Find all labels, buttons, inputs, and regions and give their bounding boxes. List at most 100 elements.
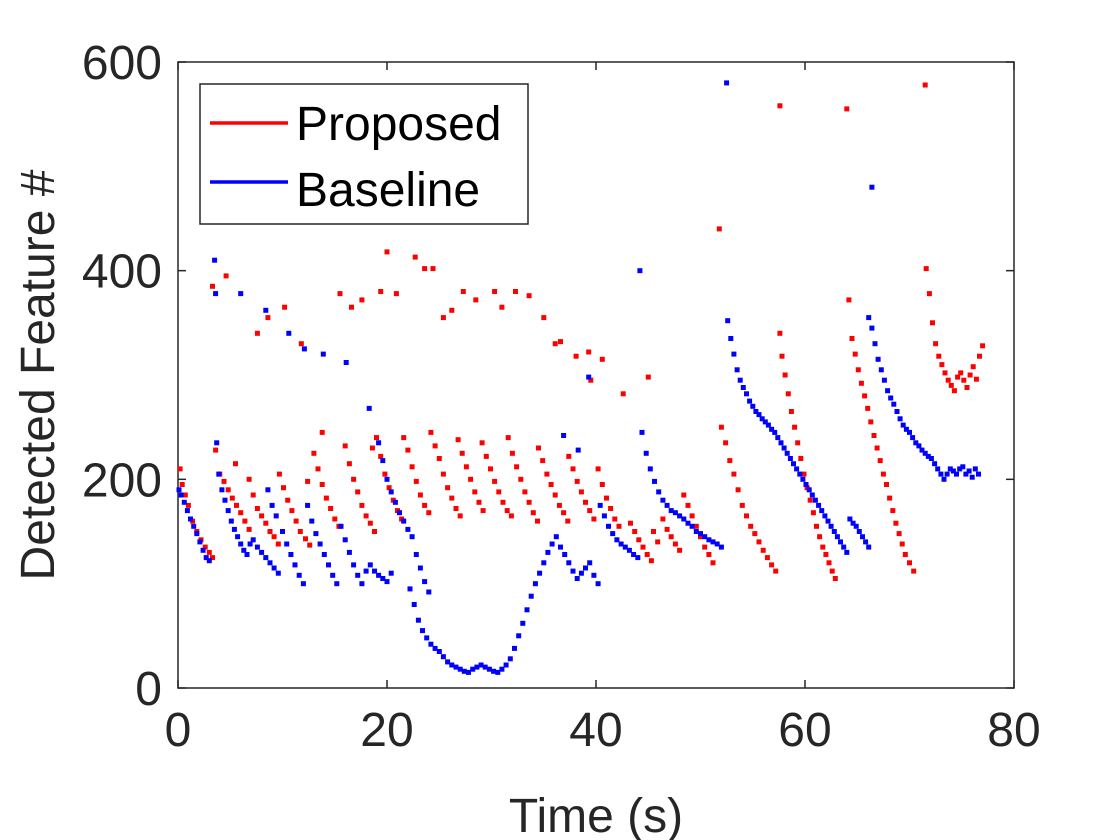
point-proposed-55 <box>355 489 361 495</box>
point-baseline-0 <box>176 487 182 493</box>
point-baseline-152 <box>681 516 687 522</box>
point-baseline-172 <box>753 409 759 414</box>
point-proposed-240 <box>951 388 957 394</box>
point-proposed-149 <box>616 523 622 529</box>
point-baseline-8 <box>200 547 206 553</box>
point-baseline-128 <box>586 374 592 380</box>
point-baseline-229 <box>925 453 931 459</box>
point-proposed-137 <box>583 499 588 505</box>
point-proposed-242 <box>958 370 964 376</box>
point-proposed-175 <box>723 440 729 446</box>
point-baseline-219 <box>894 409 900 414</box>
point-baseline-207 <box>863 539 869 545</box>
point-baseline-120 <box>566 560 572 566</box>
point-baseline-89 <box>436 649 442 654</box>
point-baseline-216 <box>885 388 891 394</box>
point-baseline-12 <box>213 291 219 297</box>
point-baseline-150 <box>672 510 678 516</box>
point-proposed-21 <box>233 461 238 467</box>
point-baseline-144 <box>647 466 653 472</box>
point-baseline-112 <box>532 581 538 587</box>
point-baseline-84 <box>415 617 421 623</box>
point-proposed-83 <box>432 443 438 449</box>
point-proposed-19 <box>246 526 252 532</box>
y-tick-label-0: 0 <box>135 663 162 716</box>
point-proposed-75 <box>409 464 415 470</box>
point-baseline-82 <box>407 586 413 592</box>
point-proposed-95 <box>463 464 469 470</box>
point-baseline-15 <box>219 487 225 493</box>
point-proposed-46 <box>323 495 329 501</box>
point-baseline-17 <box>225 508 231 514</box>
point-proposed-220 <box>880 471 886 477</box>
point-proposed-102 <box>479 440 485 446</box>
point-baseline-5 <box>191 523 197 529</box>
point-proposed-147 <box>608 506 614 511</box>
point-proposed-219 <box>877 458 883 464</box>
point-proposed-171 <box>706 552 712 557</box>
point-proposed-16 <box>234 502 239 508</box>
point-proposed-33 <box>281 485 286 491</box>
point-baseline-166 <box>734 367 740 373</box>
x-tick-label-2: 40 <box>569 704 622 757</box>
point-proposed-212 <box>855 367 861 373</box>
point-proposed-60 <box>349 304 354 310</box>
point-proposed-32 <box>276 471 282 477</box>
point-baseline-189 <box>806 487 812 493</box>
point-proposed-39 <box>307 542 313 548</box>
point-proposed-213 <box>858 380 864 386</box>
legend: Proposed Baseline <box>199 83 529 225</box>
point-proposed-207 <box>777 103 783 109</box>
point-proposed-114 <box>514 464 520 470</box>
x-tick-label-0: 0 <box>165 704 192 757</box>
legend-box <box>199 83 529 225</box>
point-proposed-93 <box>455 437 461 443</box>
point-proposed-89 <box>457 513 463 519</box>
y-tick-label-2: 400 <box>82 246 162 299</box>
point-proposed-120 <box>513 289 518 294</box>
point-baseline-69 <box>376 440 382 446</box>
point-proposed-141 <box>586 349 592 355</box>
point-baseline-50 <box>313 531 319 537</box>
point-proposed-90 <box>430 266 436 272</box>
point-baseline-51 <box>317 541 323 547</box>
point-proposed-13 <box>221 478 227 484</box>
point-proposed-98 <box>476 499 482 505</box>
point-baseline-43 <box>284 541 290 547</box>
point-baseline-199 <box>838 539 843 545</box>
point-baseline-155 <box>693 529 699 534</box>
point-proposed-145 <box>599 482 605 487</box>
point-baseline-99 <box>478 662 484 668</box>
point-baseline-9 <box>203 555 209 561</box>
point-proposed-79 <box>426 510 432 516</box>
point-baseline-135 <box>610 531 616 537</box>
point-proposed-226 <box>899 541 905 547</box>
point-baseline-29 <box>267 560 273 566</box>
point-proposed-161 <box>664 526 670 532</box>
point-baseline-28 <box>263 555 269 561</box>
point-proposed-139 <box>591 516 597 522</box>
point-baseline-127 <box>595 581 601 587</box>
point-proposed-154 <box>640 544 646 550</box>
point-baseline-123 <box>578 570 584 576</box>
point-baseline-203 <box>850 520 856 526</box>
point-baseline-215 <box>881 377 887 383</box>
point-baseline-10 <box>206 558 212 564</box>
point-proposed-189 <box>779 353 785 359</box>
point-proposed-188 <box>777 330 783 336</box>
point-baseline-118 <box>558 544 563 550</box>
point-proposed-202 <box>820 544 826 550</box>
point-proposed-115 <box>518 476 524 482</box>
point-baseline-78 <box>413 552 419 557</box>
point-proposed-167 <box>689 513 695 519</box>
point-proposed-105 <box>492 478 498 484</box>
point-proposed-124 <box>544 471 550 477</box>
point-baseline-52 <box>321 552 327 557</box>
point-proposed-133 <box>566 453 572 459</box>
point-baseline-179 <box>775 435 781 441</box>
point-proposed-52 <box>342 443 348 449</box>
point-baseline-161 <box>718 544 724 550</box>
point-baseline-159 <box>710 539 716 545</box>
point-baseline-62 <box>363 568 369 574</box>
